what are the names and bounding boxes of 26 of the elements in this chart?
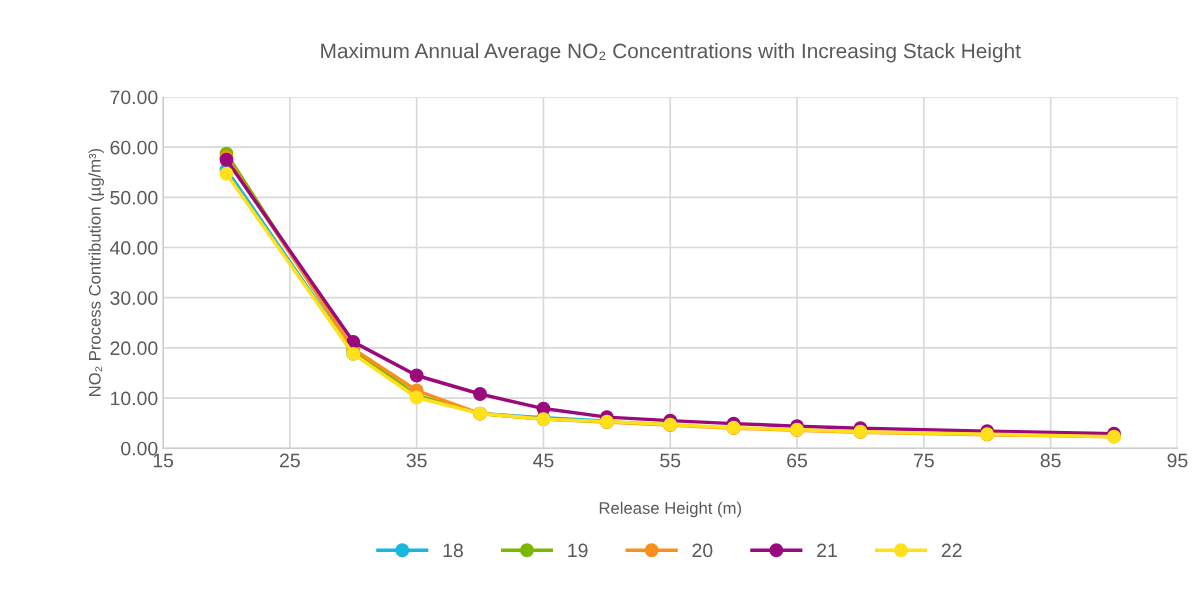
x-axis-title: Release Height (m) <box>599 501 741 518</box>
y-tick-label: 70.00 <box>110 90 158 105</box>
legend-label: 20 <box>692 543 713 558</box>
legend-label: 22 <box>941 543 962 558</box>
point <box>473 387 487 401</box>
x-tick-label: 75 <box>914 453 934 468</box>
x-tick-label: 85 <box>1040 453 1061 468</box>
point <box>219 166 234 181</box>
point <box>409 368 424 383</box>
x-tick-label: 55 <box>660 453 681 468</box>
x-tick-label: 95 <box>1167 453 1188 468</box>
legend-label: 21 <box>817 543 837 558</box>
x-tick-label: 25 <box>280 453 300 468</box>
x-tick-label: 35 <box>406 453 427 468</box>
y-tick-label: 20.00 <box>110 341 158 356</box>
y-tick-label: 40.00 <box>110 241 158 255</box>
legend-label: 19 <box>568 543 588 558</box>
y-tick-label: 10.00 <box>111 391 158 406</box>
y-tick-label: 30.00 <box>110 291 158 305</box>
x-tick-label: 65 <box>787 453 808 468</box>
chart-title: Maximum Annual Average NO₂ Concentrations with Increasing Stack Height <box>321 43 1021 63</box>
legend-label: 18 <box>443 543 463 558</box>
y-tick-label: 60.00 <box>110 140 158 155</box>
y-tick-label: 50.00 <box>110 190 158 205</box>
x-tick-label: 45 <box>533 453 554 468</box>
y-axis-title: NO₂ Process Contribution (µg/m³) <box>88 148 104 396</box>
